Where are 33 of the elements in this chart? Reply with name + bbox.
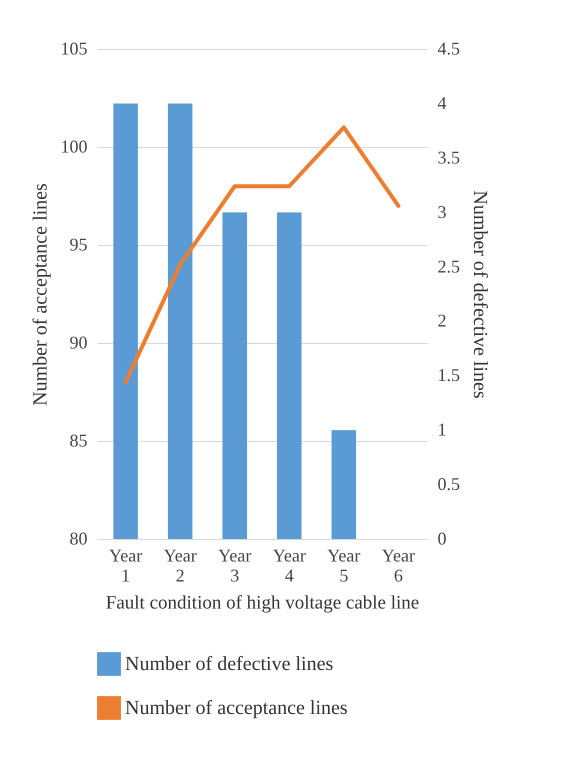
bar bbox=[168, 103, 192, 539]
x-tick-label: Year 3 bbox=[218, 546, 252, 586]
x-tick-label: Year 1 bbox=[109, 546, 142, 586]
x-tick-label: Year 6 bbox=[382, 546, 415, 586]
y-tick-label: 80 bbox=[70, 528, 88, 548]
y-axis-title: Number of acceptance lines bbox=[30, 182, 52, 406]
y2-tick-label: 0 bbox=[438, 528, 446, 548]
x-axis-title: Fault condition of high voltage cable line bbox=[106, 592, 420, 614]
y-tick-label: 85 bbox=[70, 430, 88, 450]
y2-tick-label: 2.5 bbox=[438, 256, 460, 276]
y-tick-label: 100 bbox=[60, 136, 88, 156]
y-tick-label: 105 bbox=[60, 38, 88, 58]
bar bbox=[332, 430, 356, 539]
y2-tick-label: 4.5 bbox=[438, 38, 460, 58]
y2-tick-label: 3 bbox=[438, 202, 446, 222]
y2-tick-label: 4 bbox=[438, 92, 446, 113]
y2-tick-label: 0.5 bbox=[438, 474, 460, 494]
bar bbox=[222, 212, 247, 539]
y2-tick-label: 1 bbox=[438, 420, 446, 440]
legend-label: Number of acceptance lines bbox=[125, 697, 348, 719]
y2-tick-label: 2 bbox=[438, 310, 446, 331]
y2-tick-label: 1.5 bbox=[438, 365, 460, 386]
line-series bbox=[124, 125, 400, 384]
bar bbox=[277, 212, 302, 539]
legend-label: Number of defective lines bbox=[125, 653, 334, 675]
x-tick-label: Year 4 bbox=[272, 546, 306, 586]
x-tick-label: Year 5 bbox=[327, 546, 360, 586]
y-tick-label: 90 bbox=[70, 332, 88, 352]
x-tick-label: Year 2 bbox=[164, 546, 197, 586]
y2-tick-label: 3.5 bbox=[438, 147, 460, 168]
y-tick-label: 95 bbox=[70, 234, 88, 254]
bar bbox=[113, 103, 138, 539]
y2-axis-title: Number of defective lines bbox=[469, 190, 491, 399]
